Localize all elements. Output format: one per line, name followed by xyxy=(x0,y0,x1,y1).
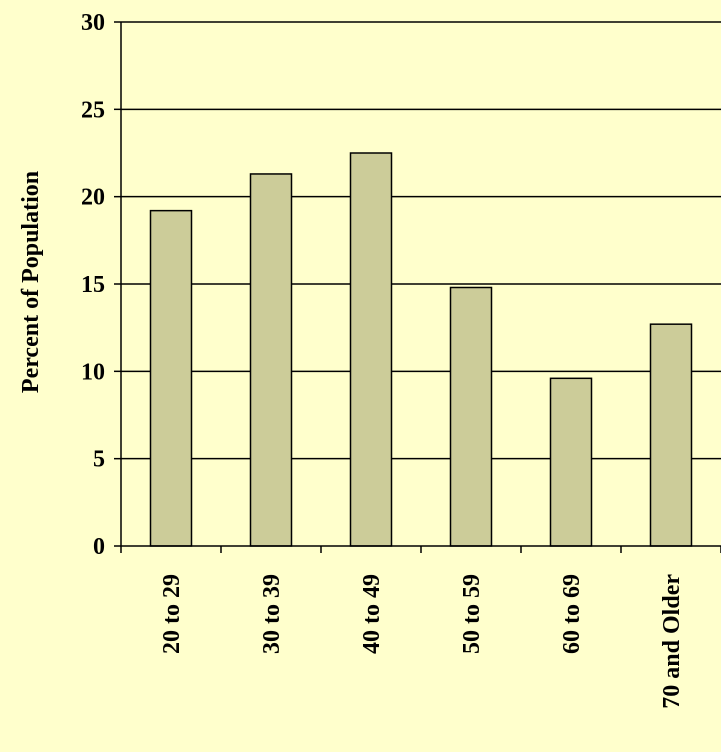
gridlines xyxy=(121,21,721,460)
y-tick-label: 0 xyxy=(93,534,105,560)
x-tick-label: 20 to 29 xyxy=(159,574,185,654)
x-tick-label: 40 to 49 xyxy=(359,574,385,654)
x-tick-label: 30 to 39 xyxy=(259,574,285,654)
bar xyxy=(149,209,193,547)
bar xyxy=(649,323,693,547)
y-tick-label: 30 xyxy=(81,10,105,36)
y-tick-label: 20 xyxy=(81,185,105,211)
y-tick-label: 15 xyxy=(81,272,105,298)
y-axis-title: Percent of Population xyxy=(18,171,44,393)
x-tick-label: 60 to 69 xyxy=(559,574,585,654)
x-tick-label: 70 and Older xyxy=(659,574,685,709)
y-tick-label: 5 xyxy=(93,447,105,473)
y-tick-labels: 0 5 10 15 20 25 30 xyxy=(81,10,105,560)
y-tick-label: 25 xyxy=(81,97,105,123)
y-tick-label: 10 xyxy=(81,359,105,385)
bar xyxy=(249,173,293,547)
x-tick-labels: 20 to 29 30 to 39 40 to 49 50 to 59 60 to 69… xyxy=(159,574,685,709)
bar xyxy=(449,286,493,547)
bar xyxy=(549,377,593,547)
axes xyxy=(114,21,721,553)
bar xyxy=(349,152,393,547)
bars xyxy=(149,152,693,547)
x-tick-label: 50 to 59 xyxy=(459,574,485,654)
